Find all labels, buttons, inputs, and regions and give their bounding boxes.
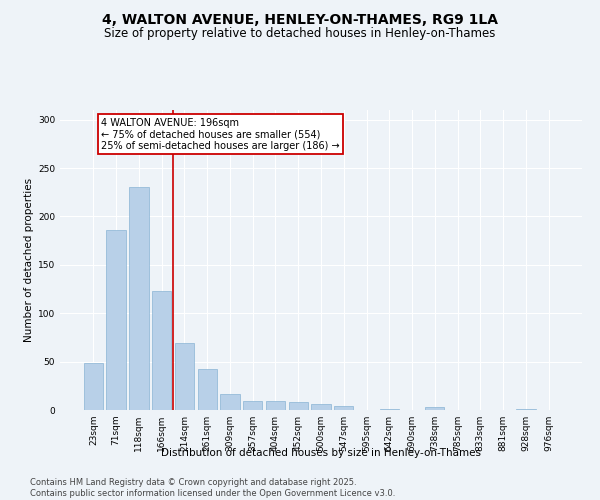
Text: Distribution of detached houses by size in Henley-on-Thames: Distribution of detached houses by size … — [161, 448, 481, 458]
Text: Size of property relative to detached houses in Henley-on-Thames: Size of property relative to detached ho… — [104, 28, 496, 40]
Bar — [129, 188, 149, 410]
Bar — [516, 409, 536, 410]
Bar — [243, 402, 262, 410]
Text: 4 WALTON AVENUE: 196sqm
← 75% of detached houses are smaller (554)
25% of semi-d: 4 WALTON AVENUE: 196sqm ← 75% of detache… — [101, 118, 340, 151]
Bar — [175, 343, 194, 410]
Bar — [106, 230, 126, 410]
Bar — [289, 402, 308, 410]
Bar — [425, 407, 445, 410]
Bar — [266, 402, 285, 410]
Text: Contains HM Land Registry data © Crown copyright and database right 2025.
Contai: Contains HM Land Registry data © Crown c… — [30, 478, 395, 498]
Bar — [84, 362, 103, 410]
Bar — [197, 370, 217, 410]
Text: 4, WALTON AVENUE, HENLEY-ON-THAMES, RG9 1LA: 4, WALTON AVENUE, HENLEY-ON-THAMES, RG9 … — [102, 12, 498, 26]
Bar — [220, 394, 239, 410]
Bar — [311, 404, 331, 410]
Bar — [334, 406, 353, 410]
Bar — [152, 291, 172, 410]
Y-axis label: Number of detached properties: Number of detached properties — [24, 178, 34, 342]
Bar — [380, 409, 399, 410]
